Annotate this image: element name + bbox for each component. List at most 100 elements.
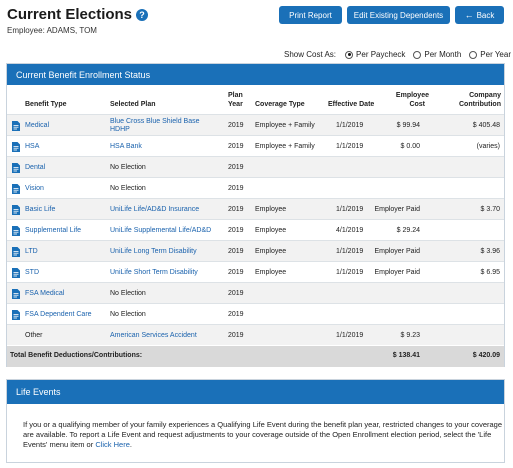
- table-row: Medical Blue Cross Blue Shield Base HDHP 20…: [7, 114, 504, 135]
- col-coverage-type: Coverage Type: [255, 101, 305, 108]
- radio-per-year[interactable]: Per Year: [469, 50, 511, 59]
- selected-plan[interactable]: UniLife Supplemental Life/AD&D: [110, 227, 212, 234]
- effective-date: 1/1/2019: [336, 332, 364, 339]
- coverage-type: Employee: [255, 206, 287, 213]
- radio-label: Per Year: [480, 50, 511, 59]
- benefit-type[interactable]: Dental: [25, 164, 46, 171]
- life-events-body: If you or a qualifying member of your fa…: [23, 420, 503, 449]
- radio-per-month[interactable]: Per Month: [413, 50, 461, 59]
- selected-plan[interactable]: HSA Bank: [110, 143, 142, 150]
- total-label: Total Benefit Deductions/Contributions:: [10, 352, 143, 359]
- document-icon[interactable]: [12, 268, 20, 278]
- plan-year: 2019: [228, 122, 244, 129]
- plan-year: 2019: [228, 290, 244, 297]
- benefit-type[interactable]: FSA Medical: [25, 290, 65, 297]
- benefit-type[interactable]: STD: [25, 269, 39, 276]
- enrollment-status-title: Current Benefit Enrollment Status: [7, 64, 504, 85]
- document-icon[interactable]: [12, 289, 20, 299]
- document-icon[interactable]: [12, 121, 20, 131]
- company-contribution: $ 6.95: [480, 269, 500, 276]
- employee-cost: $ 0.00: [400, 143, 420, 150]
- table-row: Vision No Election 2019: [7, 177, 504, 198]
- selected-plan: No Election: [110, 185, 146, 192]
- company-contribution: $ 405.48: [472, 122, 500, 129]
- document-icon[interactable]: [12, 310, 20, 320]
- document-icon[interactable]: [12, 142, 20, 152]
- benefit-type[interactable]: Medical: [25, 122, 50, 129]
- page-title: Current Elections ?: [7, 6, 149, 23]
- help-icon[interactable]: ?: [136, 8, 149, 21]
- life-events-text: If you or a qualifying member of your fa…: [23, 420, 503, 450]
- col-company-2: Contribution: [459, 101, 501, 108]
- plan-year: 2019: [228, 143, 244, 150]
- table-row: STD UniLife Short Term Disability 2019 Empl…: [7, 261, 504, 282]
- employee-cost: Employer Paid: [374, 248, 420, 255]
- radio-label: Per Month: [424, 50, 462, 59]
- benefit-type[interactable]: Supplemental Life: [25, 227, 82, 234]
- effective-date: 1/1/2019: [336, 248, 364, 255]
- col-plan-year-1: Plan: [228, 92, 243, 99]
- document-icon[interactable]: [12, 247, 20, 257]
- document-icon[interactable]: [12, 163, 20, 173]
- effective-date: 1/1/2019: [336, 143, 364, 150]
- radio-label: Per Paycheck: [356, 50, 406, 59]
- employee-cost: $ 29.24: [396, 227, 420, 234]
- coverage-type: Employee + Family: [255, 122, 315, 129]
- life-events-period: .: [129, 440, 132, 449]
- company-contribution: $ 3.96: [480, 248, 500, 255]
- selected-plan[interactable]: Blue Cross Blue Shield Base: [110, 118, 200, 125]
- benefit-type[interactable]: FSA Dependent Care: [25, 311, 92, 318]
- selected-plan: No Election: [110, 164, 146, 171]
- company-contribution: (varies): [476, 143, 500, 150]
- life-events-title: Life Events: [7, 380, 504, 404]
- employee-cost: Employer Paid: [374, 206, 420, 213]
- life-events-panel: Life Events If you or a qualifying membe…: [6, 379, 505, 463]
- arrow-left-icon: ←: [464, 10, 474, 20]
- coverage-type: Employee: [255, 269, 287, 276]
- table-row: HSA HSA Bank 2019 Employee + Family 1/1/2019…: [7, 135, 504, 156]
- total-company: $ 420.09: [472, 352, 500, 359]
- benefit-type[interactable]: LTD: [25, 248, 38, 255]
- benefit-type[interactable]: HSA: [25, 143, 40, 150]
- selected-plan[interactable]: American Services Accident: [110, 332, 197, 339]
- table-row: Other American Services Accident 2019 1/1/2…: [7, 324, 504, 345]
- coverage-type: Employee: [255, 227, 287, 234]
- table-row: FSA Medical No Election 2019: [7, 282, 504, 303]
- plan-year: 2019: [228, 269, 244, 276]
- cost-as-label: Show Cost As:: [284, 50, 337, 59]
- col-effective-date: Effective Date: [328, 101, 375, 108]
- print-report-button[interactable]: Print Report: [279, 6, 342, 24]
- document-icon[interactable]: [12, 226, 20, 236]
- back-button[interactable]: ← Back: [455, 6, 504, 24]
- table-row: Supplemental Life UniLife Supplemental Li…: [7, 219, 504, 240]
- radio-per-paycheck[interactable]: Per Paycheck: [345, 50, 405, 59]
- plan-year: 2019: [228, 248, 244, 255]
- total-row: Total Benefit Deductions/Contributions: …: [7, 346, 504, 367]
- coverage-type: Employee + Family: [255, 143, 315, 150]
- enrollment-status-panel: Current Benefit Enrollment Status Benefi…: [6, 63, 505, 367]
- selected-plan[interactable]: UniLife Short Term Disability: [110, 269, 198, 276]
- plan-year: 2019: [228, 311, 244, 318]
- radio-selected-icon: [345, 50, 354, 59]
- document-icon[interactable]: [12, 205, 20, 215]
- click-here-link[interactable]: Click Here: [95, 440, 130, 449]
- benefit-type[interactable]: Vision: [25, 185, 44, 192]
- employee-cost: $ 99.94: [396, 122, 420, 129]
- plan-year: 2019: [228, 206, 244, 213]
- col-selected-plan: Selected Plan: [110, 101, 156, 108]
- selected-plan-line2[interactable]: HDHP: [110, 126, 130, 133]
- table-row: FSA Dependent Care No Election 2019: [7, 303, 504, 324]
- edit-dependents-button[interactable]: Edit Existing Dependents: [347, 6, 450, 24]
- selected-plan[interactable]: UniLife Long Term Disability: [110, 248, 197, 255]
- document-icon[interactable]: [12, 184, 20, 194]
- col-employee-cost-2: Cost: [409, 101, 425, 108]
- col-company-1: Company: [469, 92, 501, 99]
- selected-plan[interactable]: UniLife Life/AD&D Insurance: [110, 206, 200, 213]
- table-header: Benefit Type Selected Plan Plan Year Cov…: [7, 85, 504, 113]
- radio-unselected-icon: [413, 50, 422, 59]
- table-row: Dental No Election 2019: [7, 156, 504, 177]
- employee-cost: Employer Paid: [374, 269, 420, 276]
- effective-date: 1/1/2019: [336, 122, 364, 129]
- plan-year: 2019: [228, 185, 244, 192]
- benefit-type[interactable]: Basic Life: [25, 206, 56, 213]
